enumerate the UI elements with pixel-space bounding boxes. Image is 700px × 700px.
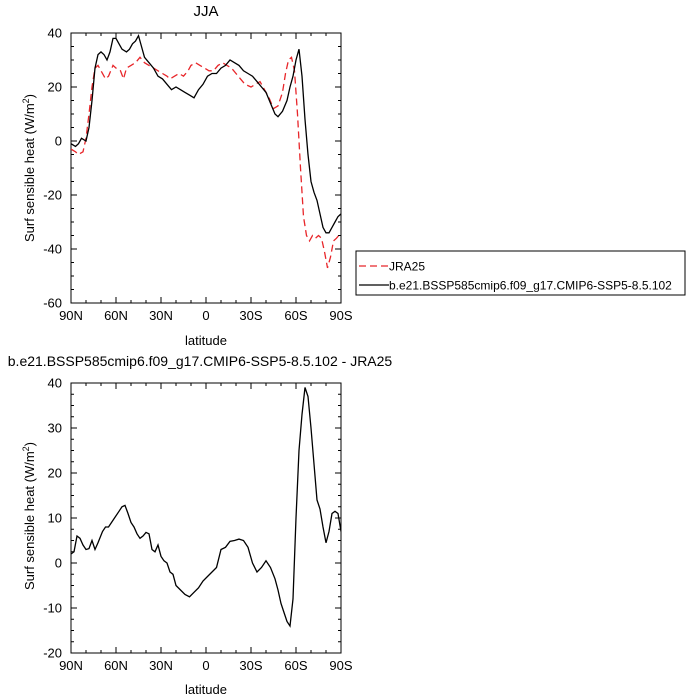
bottom-series-line-difference (71, 387, 341, 628)
bottom-y-tick-label: 0 (55, 556, 62, 571)
bottom-x-tick-label: 30N (149, 658, 173, 673)
bottom-chart-title: b.e21.BSSP585cmip6.f09_g17.CMIP6-SSP5-8.… (8, 353, 393, 369)
top-series-line-jra25 (71, 56, 341, 269)
bottom-y-tick-label: 30 (48, 421, 62, 436)
top-chart-y-axis-label: Surf sensible heat (W/m2) (21, 94, 37, 242)
bottom-chart-y-axis-label: Surf sensible heat (W/m2) (21, 442, 37, 590)
top-chart-legend: JRA25 b.e21.BSSP585cmip6.f09_g17.CMIP6-SS… (355, 250, 686, 296)
bottom-x-tick-label: 90S (329, 658, 352, 673)
bottom-x-tick-label: 90N (59, 658, 83, 673)
bottom-y-tick-label: 40 (48, 376, 62, 391)
top-y-label-sup: 2 (21, 98, 31, 103)
bottom-y-label-text: Surf sensible heat (W/m (22, 451, 37, 590)
top-series-line-b-e21-bssp585cmip6-f09-g17-cmip6-ssp5-8-5-102 (71, 33, 341, 234)
bottom-y-tick-label: -10 (43, 601, 62, 616)
bottom-plot-frame (70, 382, 342, 654)
top-x-tick-label: 90N (59, 308, 83, 323)
bottom-x-tick-label: 0 (202, 658, 209, 673)
legend-label: b.e21.BSSP585cmip6.f09_g17.CMIP6-SSP5-8.… (389, 279, 672, 293)
bottom-x-tick-label: 60N (104, 658, 128, 673)
top-y-tick-label: -60 (43, 296, 62, 311)
legend-label: JRA25 (389, 260, 425, 274)
top-chart-x-axis-label: latitude (185, 333, 227, 348)
top-y-label-close: ) (22, 94, 37, 98)
top-x-tick-label: 60S (284, 308, 307, 323)
bottom-x-tick-label: 30S (239, 658, 262, 673)
top-chart-title: JJA (193, 3, 218, 20)
top-y-tick-label: -20 (43, 188, 62, 203)
bottom-y-tick-label: -20 (43, 646, 62, 661)
top-y-tick-label: 20 (48, 80, 62, 95)
top-y-tick-label: -40 (43, 242, 62, 257)
bottom-plot-area: 90N 60N 30N 0 30S 60S 90S -20 -10 0 10 20 30 40 (43, 376, 353, 674)
bottom-y-tick-label: 20 (48, 466, 62, 481)
top-panel: JJA Surf sensible heat (W/m2) latitude 9… (21, 3, 686, 348)
top-x-tick-label: 30N (149, 308, 173, 323)
top-x-tick-label: 30S (239, 308, 262, 323)
bottom-y-label-sup: 2 (21, 446, 31, 451)
legend-box (355, 250, 686, 296)
top-x-tick-label: 90S (329, 308, 352, 323)
top-y-tick-label: 0 (55, 134, 62, 149)
top-y-tick-label: 40 (48, 26, 62, 41)
bottom-y-label-close: ) (22, 442, 37, 446)
bottom-x-tick-label: 60S (284, 658, 307, 673)
top-x-tick-label: 0 (202, 308, 209, 323)
bottom-panel: b.e21.BSSP585cmip6.f09_g17.CMIP6-SSP5-8.… (8, 353, 393, 697)
bottom-y-tick-label: 10 (48, 511, 62, 526)
top-plot-area: 90N 60N 30N 0 30S 60S 90S -60 -40 -20 0 20 40 (43, 26, 353, 324)
bottom-chart-x-axis-label: latitude (185, 682, 227, 697)
top-x-tick-label: 60N (104, 308, 128, 323)
top-y-label-text: Surf sensible heat (W/m (22, 103, 37, 242)
